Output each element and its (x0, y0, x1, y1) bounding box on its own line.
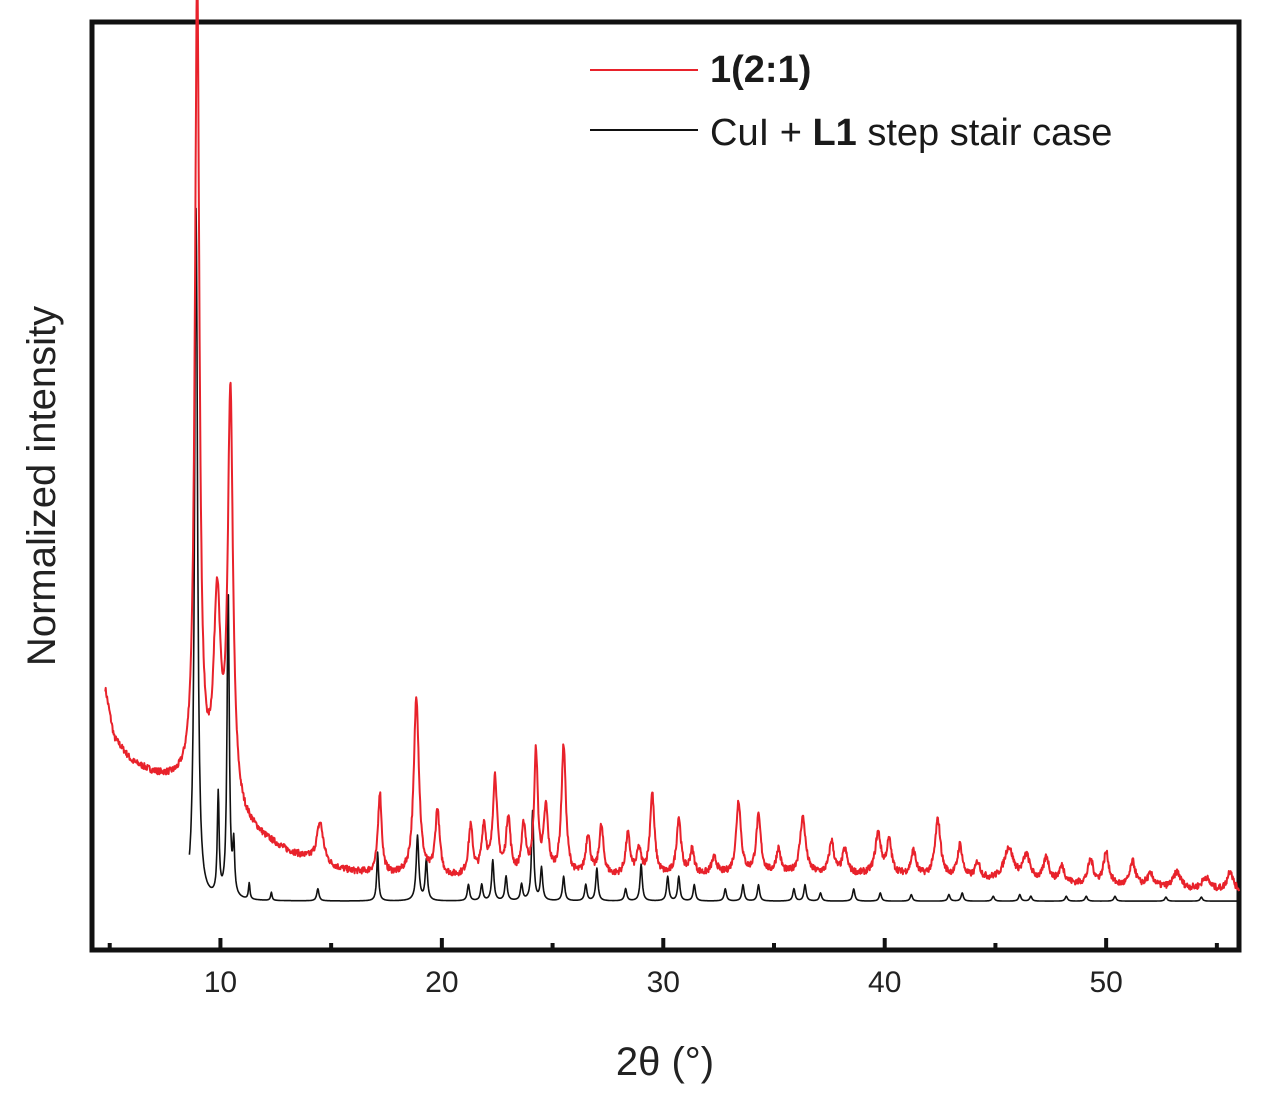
x-axis-tick-labels: 10 20 30 40 50 (204, 966, 1123, 999)
plot-frame (89, 19, 1242, 953)
x-tick-label-40: 40 (868, 966, 901, 999)
legend: 1(2:1) CuI + L1 step stair case (590, 49, 1112, 154)
legend-label-part: 1(2:1) (710, 49, 811, 91)
series-layer (104, 0, 1240, 902)
series-line-1 (104, 0, 1240, 892)
y-axis-title: Normalized intensity (20, 306, 64, 666)
legend-label-part: step stair case (857, 112, 1113, 154)
x-tick-label-30: 30 (647, 966, 680, 999)
series-line-2 (188, 207, 1240, 902)
x-tick-label-20: 20 (425, 966, 458, 999)
legend-label-2: CuI + L1 step stair case (710, 112, 1112, 154)
x-axis-title: 2θ (°) (616, 1040, 714, 1084)
legend-label-part: L1 (812, 112, 856, 154)
legend-label-part: CuI + (710, 112, 812, 154)
x-tick-label-50: 50 (1089, 966, 1122, 999)
legend-label-1: 1(2:1) (710, 49, 811, 91)
x-tick-label-10: 10 (204, 966, 237, 999)
x-axis-ticks (107, 938, 1219, 950)
